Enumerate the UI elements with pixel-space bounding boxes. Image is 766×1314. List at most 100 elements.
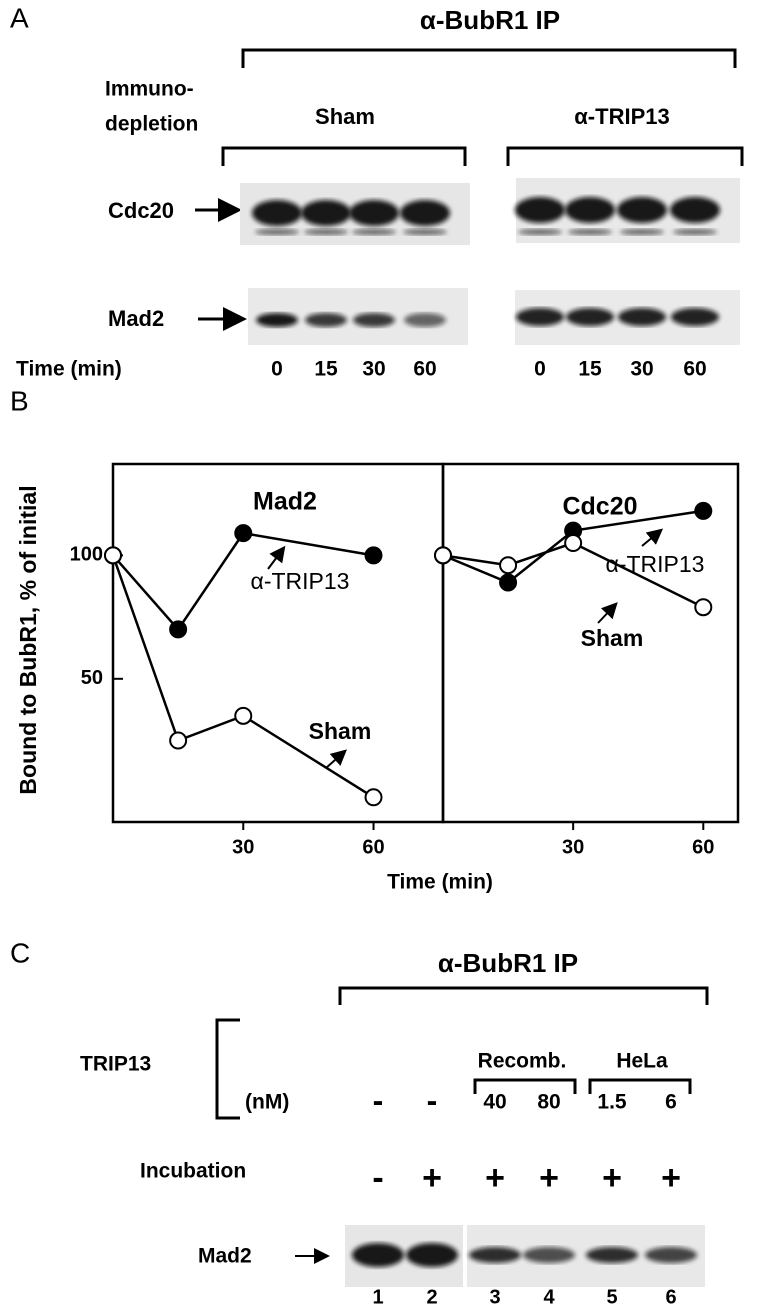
line [442,509,704,584]
time-label: 15 [578,358,602,381]
incubation-sign: + [602,1159,622,1197]
band [255,229,299,235]
bracket [221,146,467,166]
bracket [241,48,737,68]
chart-title: Mad2 [253,488,317,516]
panel-label: B [10,385,29,416]
concentration: 1.5 [597,1091,627,1114]
time-label: 30 [362,358,385,381]
time-label: 0 [534,358,546,381]
band [304,229,348,235]
concentration: 40 [483,1091,506,1114]
point [169,620,188,639]
x-tick-label: 60 [362,836,384,858]
time-label: Time (min) [16,358,122,381]
bracket [506,146,744,166]
line [112,531,374,632]
blots [240,178,740,345]
band [353,313,395,327]
bracket [473,1078,577,1094]
point [564,534,583,553]
panel-label: C [10,937,30,968]
band [301,200,351,226]
y-tick-label: 100 [70,544,103,566]
point [364,788,383,807]
title: α-BubR1 IP [438,948,578,978]
point [104,546,122,565]
series-annotation: Sham [309,718,372,744]
annotation-arrow [325,749,347,769]
band [352,1243,404,1267]
blot-label: Mad2 [108,306,164,331]
point [499,556,518,575]
group-label: α-TRIP13 [574,104,669,129]
y-axis-label: Bound to BubR1, % of initial [15,485,41,794]
blot-label: Cdc20 [108,198,174,223]
point [234,524,253,543]
band [518,229,562,235]
group-label: Sham [315,104,375,129]
band [523,1247,575,1263]
incubation-sign: + [539,1159,559,1197]
point [364,546,383,565]
band [673,229,717,235]
chart-title: Cdc20 [562,493,637,521]
time-label: 60 [413,358,436,381]
band [404,313,446,327]
blot-bands [352,1243,697,1267]
time-label: 30 [630,358,653,381]
source-label: HeLa [616,1050,668,1073]
bracket [588,1078,692,1094]
band [403,229,447,235]
band [586,1247,638,1263]
point [434,546,452,565]
line [111,554,375,799]
blot-label: Mad2 [198,1245,252,1268]
time-label: 0 [271,358,283,381]
band [469,1247,521,1263]
concentration: 80 [537,1091,560,1114]
band [568,229,612,235]
time-label: 60 [683,358,706,381]
plot-frame [441,462,740,824]
lane-number: 4 [543,1286,555,1308]
lane-number: 3 [489,1286,500,1308]
incubation-sign: + [422,1159,442,1197]
panel-label: A [10,2,29,33]
band [516,308,564,326]
x-axis-label: Time (min) [387,871,493,894]
annotation-arrow [641,528,664,547]
lane-number: 6 [665,1286,676,1308]
band [620,229,664,235]
concentration: 6 [665,1091,677,1114]
point [234,706,253,725]
band [400,200,450,226]
point [694,501,713,520]
band [617,197,667,223]
factor-label: TRIP13 [80,1053,151,1076]
incubation-label: Incubation [140,1160,246,1183]
point [694,598,713,617]
band [252,200,302,226]
band [256,313,298,327]
series-annotation: Sham [581,625,644,651]
source-label: Recomb. [478,1050,567,1073]
lane-number: 2 [426,1286,437,1308]
annotation-arrow [597,602,618,624]
band [670,197,720,223]
band [566,308,614,326]
time-label: 15 [314,358,338,381]
line [442,541,704,609]
concentration: - [373,1082,384,1118]
chart: Mad2 30 60 50 100 α-TRIP13 Sham [70,462,445,858]
band [515,197,565,223]
bracket [338,986,709,1005]
x-tick-label: 30 [562,836,584,858]
y-tick-label: 50 [81,667,103,689]
band [645,1247,697,1263]
band [565,197,615,223]
series-annotation: α-TRIP13 [251,568,350,594]
row-header: depletion [105,113,198,136]
x-tick-label: 60 [692,836,714,858]
